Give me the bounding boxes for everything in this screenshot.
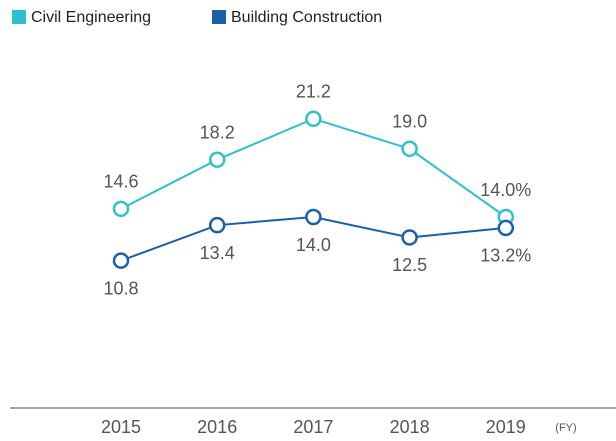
data-label: 13.4 (200, 243, 235, 263)
x-tick-label: 2015 (101, 417, 141, 437)
data-label: 18.2 (200, 122, 235, 142)
point (401, 140, 418, 158)
legend-label: Civil Engineering (31, 9, 151, 26)
data-label: 14.0% (480, 180, 531, 200)
x-tick-label: 2016 (197, 417, 237, 437)
point (401, 229, 418, 246)
x-axis-label: (FY) (555, 422, 576, 434)
point (497, 219, 515, 237)
point (112, 200, 130, 218)
data-label: 21.2 (296, 82, 331, 102)
legend-swatch (12, 10, 26, 24)
data-label: 14.0 (296, 235, 331, 255)
point (305, 110, 322, 128)
x-tick-label: 2019 (486, 417, 526, 437)
legend-swatch (212, 10, 226, 24)
data-label: 13.2% (480, 246, 531, 266)
legend-label: Building Construction (231, 9, 382, 26)
point (208, 216, 226, 234)
point (112, 252, 130, 269)
point (305, 208, 322, 226)
data-label: 12.5 (392, 255, 427, 275)
data-label: 19.0 (392, 112, 427, 132)
data-label: 14.6 (103, 172, 138, 192)
series-line (120, 117, 507, 218)
x-tick-label: 2017 (293, 417, 333, 437)
point (208, 151, 226, 168)
data-label: 10.8 (103, 278, 138, 298)
x-tick-label: 2018 (390, 417, 430, 437)
